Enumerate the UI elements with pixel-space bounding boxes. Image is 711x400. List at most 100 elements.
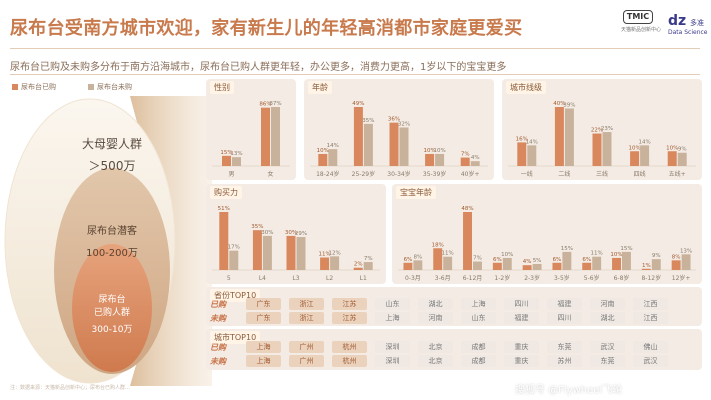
rank-cell: 北京 — [418, 341, 453, 353]
data-label: 10% — [666, 145, 678, 151]
tick-label: 8-12岁 — [641, 274, 661, 282]
legend-purchased-label: 尿布台已购 — [21, 83, 56, 91]
rank-cell: 成都 — [461, 341, 496, 353]
bar-not-purchased — [602, 132, 612, 166]
rank-cell: 武汉 — [633, 355, 668, 367]
rank-city-purchased-label: 已购 — [210, 342, 226, 352]
panel-baby-age-title: 宝宝年龄 — [396, 186, 436, 199]
bar-not-purchased — [443, 256, 453, 270]
data-label: 40% — [553, 101, 565, 107]
bar-not-purchased — [262, 235, 272, 270]
bar-not-purchased — [677, 152, 687, 166]
bar-purchased — [612, 257, 621, 270]
data-label: 32% — [398, 121, 410, 127]
bar-not-purchased — [296, 237, 306, 270]
legend-purchased-swatch — [12, 84, 18, 90]
gender-chart: 15%13% 男 86%87% 女 — [212, 101, 290, 178]
bar-not-purchased — [527, 145, 537, 166]
tick-label: 5 — [227, 275, 231, 282]
rank-city-row-not-purchased: 未购 上海 广州 杭州 深圳 北京 成都 重庆 苏州 东莞 武汉 — [210, 355, 676, 367]
rank-cell: 广州 — [289, 341, 324, 353]
rank-cell: 成都 — [461, 355, 496, 367]
subtitle-divider — [10, 74, 700, 75]
bar-purchased — [433, 248, 443, 270]
data-label: 18% — [432, 242, 444, 248]
bar-not-purchased — [435, 153, 445, 166]
rank-cell: 杭州 — [332, 341, 367, 353]
tick-label: 3-6月 — [435, 275, 451, 282]
audience-funnel: 大母婴人群 ＞500万 尿布台潜客 100-200万 尿布台 已购人群 300-… — [4, 96, 212, 386]
tick-label: 5-6岁 — [584, 274, 600, 282]
rank-cell: 上海 — [375, 312, 410, 324]
data-label: 10% — [433, 148, 445, 154]
rank-cell: 四川 — [504, 298, 539, 310]
bar-purchased — [592, 133, 602, 166]
bar-purchased — [353, 267, 363, 270]
tick-label: 35-39岁 — [423, 170, 446, 178]
page-subtitle: 尿布台已购及未购多分布于南方沿海城市，尿布台已购人群更年轻，办公更多，消费力更高… — [10, 62, 507, 73]
data-label: 8% — [672, 254, 681, 260]
data-label: 35% — [362, 118, 374, 124]
legend-not-purchased-swatch — [88, 84, 94, 90]
data-label: 1% — [642, 263, 651, 269]
rank-city-panel: 城市TOP10 已购 上海 广州 杭州 深圳 北京 成都 重庆 东莞 武汉 佛山 未购 上海 广州杭… — [206, 329, 702, 370]
bar-purchased — [460, 157, 470, 166]
bar-not-purchased — [622, 251, 631, 270]
rank-cell: 河南 — [590, 298, 625, 310]
panel-gender-title: 性别 — [210, 81, 234, 94]
rank-cell: 湖北 — [418, 298, 453, 310]
data-label: 17% — [228, 245, 240, 251]
funnel-middle-label: 尿布台潜客 — [87, 224, 137, 237]
tick-label: 6-12月 — [463, 275, 483, 282]
rank-cell: 上海 — [461, 298, 496, 310]
bar-purchased — [671, 260, 681, 270]
bar-not-purchased — [562, 251, 572, 270]
rank-cell: 湖北 — [590, 312, 625, 324]
panel-age: 年龄 10% 14% 18-24岁 49% 35% 25-29岁 36% 32% 30-34岁 1… — [304, 79, 494, 180]
data-label: 11% — [442, 251, 454, 257]
data-label: 12% — [328, 250, 340, 256]
bar-not-purchased — [532, 263, 542, 270]
data-label: 22% — [591, 128, 603, 134]
data-label: 9% — [678, 147, 687, 153]
dz-logo-text: dz — [668, 13, 687, 29]
dz-logo-tag: 多准 — [690, 19, 704, 27]
rank-city-row-purchased: 已购 上海 广州 杭州 深圳 北京 成都 重庆 东莞 武汉 佛山 — [210, 341, 676, 353]
tick-label: 6-8岁 — [614, 274, 630, 282]
data-label: 15% — [561, 246, 573, 252]
tick-label: 一线 — [521, 170, 533, 178]
funnel-inner-label: 尿布台 — [98, 293, 125, 305]
data-label: 29% — [295, 231, 307, 237]
rank-cell: 广东 — [246, 312, 281, 324]
data-label: 51% — [218, 206, 230, 212]
data-label: 48% — [461, 206, 473, 212]
data-label: 13% — [680, 248, 692, 254]
bar-purchased — [463, 212, 472, 270]
bar-purchased — [517, 142, 527, 166]
data-label: 10% — [423, 148, 435, 154]
dz-logo: dz 多准 Data Science — [668, 10, 708, 46]
rank-cell: 四川 — [547, 312, 582, 324]
rank-city-not-purchased-label: 未购 — [210, 356, 226, 366]
data-label: 10% — [628, 145, 640, 151]
rank-cell: 广州 — [289, 355, 324, 367]
bar-not-purchased — [592, 256, 602, 270]
bar-purchased — [552, 262, 562, 270]
rank-cell: 广东 — [246, 298, 281, 310]
funnel-inner-label2: 已购人群 — [94, 306, 130, 318]
rank-cell: 江苏 — [332, 298, 367, 310]
bar-not-purchased — [640, 145, 650, 166]
data-label: 16% — [516, 136, 528, 142]
bar-not-purchased — [681, 254, 691, 270]
panel-city: 城市线级 16% 14% 一线 40% 39% 二线 22% 23% 三线 10% 14% 四线 10%… — [502, 79, 702, 180]
rank-cell: 江西 — [633, 312, 668, 324]
panel-gender: 性别 15% 13% 男 86% 87% 女 — [206, 79, 296, 180]
footer-note: 注：数据来源：天猫新品创新中心；尿布台已购人群… — [10, 385, 131, 391]
tick-label: 12岁+ — [672, 274, 691, 282]
tick-label: 四线 — [634, 170, 646, 178]
bar-not-purchased — [413, 260, 423, 270]
data-label: 49% — [352, 101, 364, 107]
data-label: 86% — [259, 102, 271, 108]
bar-purchased — [403, 262, 413, 270]
